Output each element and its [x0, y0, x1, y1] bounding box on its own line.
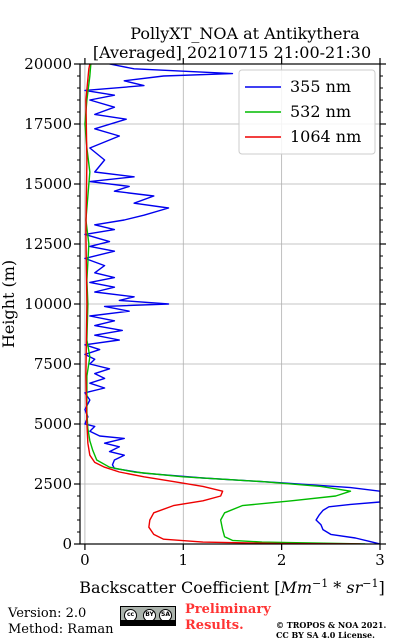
x-axis-label-prefix: Backscatter Coefficient [ [79, 578, 280, 597]
chart-title: PollyXT_NOA at Antikythera [130, 24, 360, 43]
x-axis-label: Backscatter Coefficient [Mm−1 * sr−1] [79, 577, 384, 597]
chart-subtitle: [Averaged] 20210715 21:00-21:30 [93, 43, 371, 62]
x-tick-label: 3 [375, 551, 385, 569]
y-tick-label: 15000 [24, 175, 72, 193]
series-line-532-nm [84, 64, 366, 544]
x-axis-unit-base-2: sr [346, 578, 363, 597]
preliminary-line-2: Results. [185, 618, 244, 633]
legend-label-1064: 1064 nm [290, 127, 361, 146]
cc-license-logo: cc BY SA [120, 606, 176, 626]
legend: 355 nm 532 nm 1064 nm [238, 69, 376, 155]
copyright-line-1: © TROPOS & NOA 2021. [276, 620, 387, 630]
y-tick-label: 20000 [24, 55, 72, 73]
y-tick-label: 7500 [34, 355, 72, 373]
copyright-note: © TROPOS & NOA 2021. CC BY SA 4.0 Licens… [276, 620, 386, 640]
y-tick-label: 12500 [24, 235, 72, 253]
series-line-1064-nm [85, 64, 361, 544]
y-tick-label: 17500 [24, 115, 72, 133]
y-axis-label: Height (m) [0, 260, 18, 348]
y-tick-label: 2500 [34, 475, 72, 493]
x-axis-unit-exponent-2: −1 [362, 577, 378, 590]
axis-ticks: 0 1 2 3 0 2500 5000 7500 10000 12500 15000 17500 200… [24, 55, 386, 569]
legend-label-532: 532 nm [290, 102, 351, 121]
x-tick-label: 2 [277, 551, 287, 569]
version-text: Version: 2.0 [8, 606, 87, 621]
x-axis-label-suffix: ] [378, 578, 384, 597]
preliminary-results-note: Preliminary Results. [185, 602, 271, 634]
cc-logo-band [121, 620, 175, 625]
y-tick-label: 10000 [24, 295, 72, 313]
cc-sa-icon: SA [159, 609, 172, 622]
series-lines [84, 64, 380, 544]
method-text: Method: Raman [8, 622, 114, 637]
preliminary-line-1: Preliminary [185, 602, 271, 617]
legend-label-355: 355 nm [290, 77, 351, 96]
x-tick-label: 1 [179, 551, 189, 569]
copyright-line-2: CC BY SA 4.0 License. [276, 630, 375, 640]
x-axis-unit-mid: * [328, 578, 346, 597]
x-axis-unit-base: Mm [279, 578, 312, 597]
legend-box [238, 69, 376, 155]
y-tick-label: 5000 [34, 415, 72, 433]
x-axis-unit-exponent: −1 [312, 577, 328, 590]
x-tick-label: 0 [80, 551, 90, 569]
y-tick-label: 0 [62, 535, 72, 553]
